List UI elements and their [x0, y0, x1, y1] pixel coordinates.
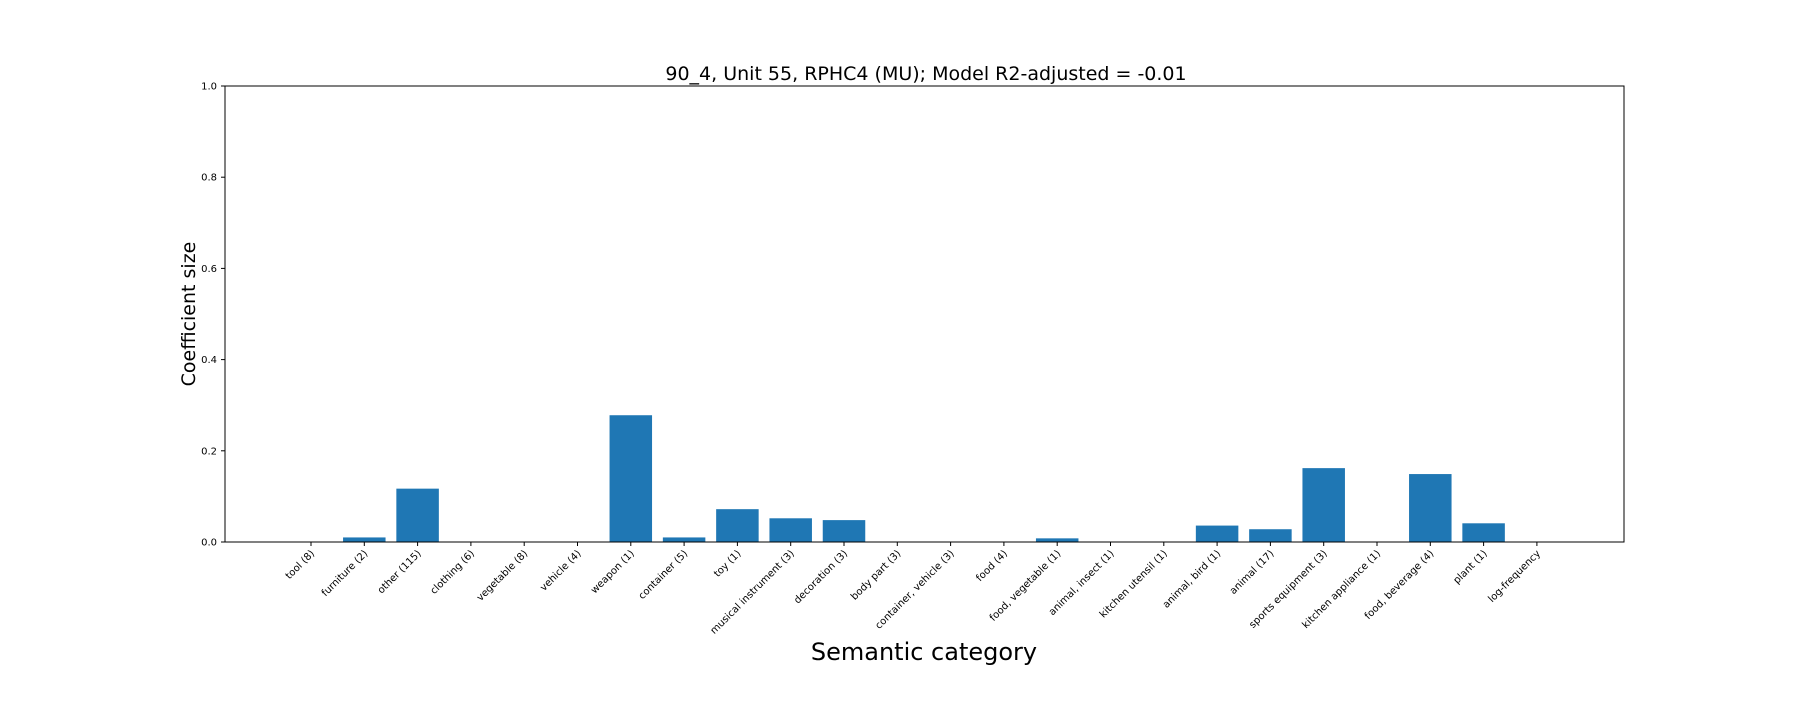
y-tick-label: 1.0 — [201, 82, 217, 93]
x-tick-label: toy (1) — [712, 548, 743, 579]
x-tick-label: decoration (3) — [792, 548, 850, 606]
chart-title: 90_4, Unit 55, RPHC4 (MU); Model R2-adju… — [665, 63, 1186, 85]
x-tick-label: log-frequency — [1486, 548, 1543, 605]
bars-layer — [343, 415, 1505, 542]
bar — [343, 537, 386, 542]
y-tick-label: 0.4 — [201, 355, 217, 366]
x-tick-label: tool (8) — [284, 548, 318, 582]
x-tick-label: vegetable (8) — [475, 548, 530, 603]
x-tick-label: animal (17) — [1228, 548, 1277, 597]
bar — [1302, 468, 1345, 542]
bar — [609, 415, 653, 542]
bar — [822, 520, 866, 542]
bar — [1249, 529, 1292, 542]
bar — [396, 488, 439, 542]
x-tick-label: other (115) — [376, 548, 424, 596]
x-axis-label: Semantic category — [811, 638, 1037, 666]
x-tick-label: plant (1) — [1452, 548, 1490, 586]
y-tick-label: 0.0 — [201, 538, 217, 549]
bar — [1409, 474, 1452, 542]
x-tick-label: body part (3) — [849, 548, 903, 602]
y-tick-label: 0.8 — [201, 173, 217, 184]
bar — [1195, 525, 1239, 542]
x-axis: tool (8) furniture (2) other (115) clothing… — [284, 542, 1543, 637]
plot-frame — [224, 85, 1625, 543]
y-tick-label: 0.6 — [201, 264, 217, 275]
y-axis-label: Coefficient size — [178, 242, 200, 387]
x-tick-label: vehicle (4) — [538, 548, 583, 593]
x-tick-label: animal, bird (1) — [1161, 548, 1223, 610]
x-tick-label: food (4) — [974, 548, 1010, 584]
x-tick-label: weapon (1) — [589, 548, 637, 596]
x-tick-label: container (5) — [637, 548, 691, 602]
x-tick-label: clothing (6) — [429, 548, 477, 596]
bar — [1462, 523, 1505, 542]
bar — [716, 509, 759, 542]
bar — [769, 518, 812, 542]
bar — [662, 537, 706, 542]
bar — [1035, 538, 1079, 542]
x-tick-label: furniture (2) — [320, 548, 371, 599]
y-axis: 0.0 0.2 0.4 0.6 0.8 1.0 — [201, 82, 225, 549]
y-tick-label: 0.2 — [201, 446, 217, 457]
